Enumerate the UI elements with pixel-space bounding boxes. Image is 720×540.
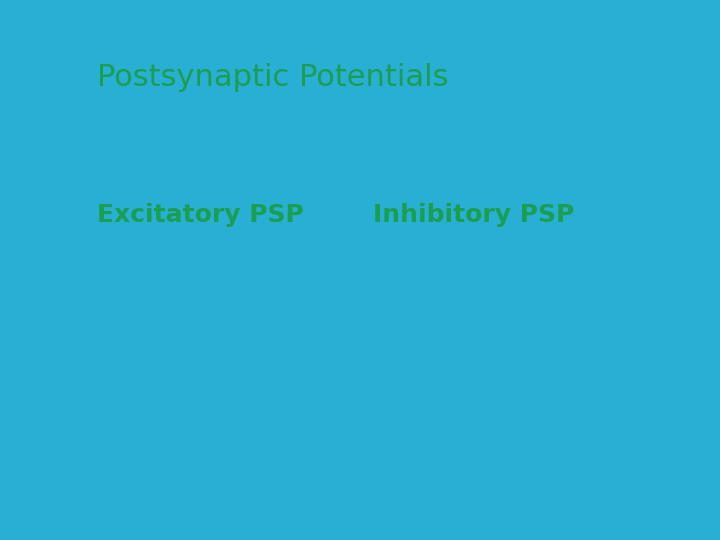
Text: •NEGATIVE voltage
  shift that
  DECREASES the
  likelihood that the
  postsynap: •NEGATIVE voltage shift that DECREASES t… (373, 255, 553, 428)
Text: Voltage Change at Receptor Site on Postsynaptic Cell
Membrane: Voltage Change at Receptor Site on Posts… (97, 126, 505, 160)
Text: •POSITIVE voltage
  shift that INCREASES
  the likelihood that
  the postsynapti: •POSITIVE voltage shift that INCREASES t… (97, 255, 288, 402)
Text: Postsynaptic Potentials: Postsynaptic Potentials (97, 63, 449, 92)
Text: Excitatory PSP: Excitatory PSP (97, 202, 304, 227)
Text: Inhibitory PSP: Inhibitory PSP (373, 202, 574, 227)
